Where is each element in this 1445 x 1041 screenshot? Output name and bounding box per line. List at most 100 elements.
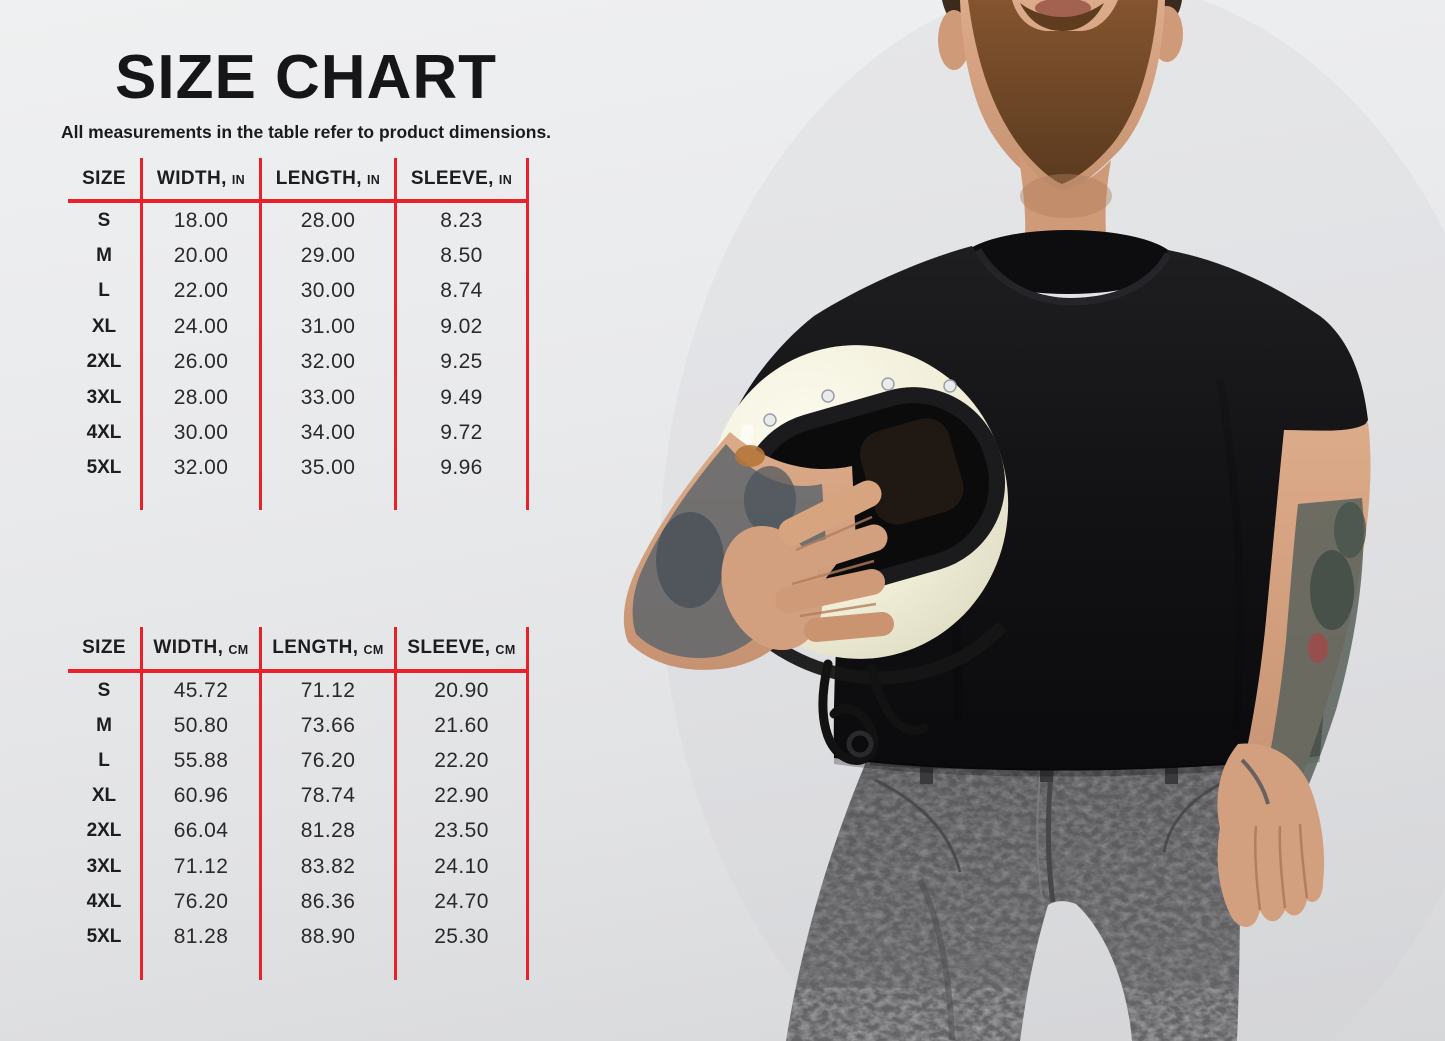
length-value-cell: 29.00 [259,238,394,274]
tattoo-detail [744,466,796,534]
width-value-cell: 26.00 [140,344,259,380]
helmet-strap [818,659,879,765]
size-label-cell: XL [91,785,117,807]
size-table-inches: SIZE WIDTH, IN LENGTH, IN SLEEVE, IN S 18.0… [68,158,529,510]
sleeve-value-cell: 9.49 [394,379,529,416]
finger-separation [795,515,873,552]
right-arm [1217,422,1371,928]
table-filler [394,954,529,980]
size-label-cell: 3XL [86,386,122,408]
size-label-cell: XL [91,315,117,337]
column-header-size: SIZE [68,158,140,203]
size-label-cell: L [98,749,110,771]
width-value-cell: 28.00 [140,379,259,416]
width-value-cell: 60.96 [140,778,259,814]
tattoo-detail-orange [735,445,765,467]
length-value-cell: 32.00 [259,344,394,380]
column-header-width: WIDTH, CM [140,627,259,673]
width-value-cell: 20.00 [140,238,259,274]
length-value-cell: 31.00 [259,309,394,345]
length-value-cell: 76.20 [259,743,394,779]
size-label-cell: L [98,280,110,302]
width-value-cell: 32.00 [140,450,259,487]
length-value-cell: 34.00 [259,415,394,451]
lips [1035,0,1091,18]
size-label-cell: 5XL [86,925,122,947]
column-header-length: LENGTH, IN [259,158,394,203]
length-value-cell: 73.66 [259,708,394,744]
sleeve-value-cell: 9.25 [394,344,529,380]
size-label-cell: 2XL [86,351,122,373]
width-value-cell: 30.00 [140,415,259,451]
sleeve-value-cell: 20.90 [394,673,529,709]
helmet-snap [763,413,777,427]
finger-separation [791,559,875,586]
column-header-length: LENGTH, CM [259,627,394,673]
jeans-crease [917,878,955,1041]
neck-shadow [1020,174,1112,218]
size-label-cell: S [97,209,111,231]
width-value-cell: 71.12 [140,848,259,885]
helmet-snap [821,389,835,403]
column-header-width: WIDTH, IN [140,158,259,203]
size-label-cell: 3XL [86,855,122,877]
finger [772,524,888,580]
table-filler [394,486,529,510]
hand-right [1217,743,1325,928]
width-value-cell: 81.28 [140,919,259,955]
sleeve-value-cell: 9.02 [394,309,529,345]
column-header-size: SIZE [68,627,140,673]
helmet-strap [867,663,929,735]
shirt-hem-shadow [834,754,1320,777]
length-value-cell: 35.00 [259,450,394,487]
finger [775,569,885,613]
sleeve-value-cell: 24.10 [394,848,529,885]
finger [778,480,882,546]
sleeve-value-cell: 21.60 [394,708,529,744]
width-value-cell: 45.72 [140,673,259,709]
length-value-cell: 28.00 [259,203,394,239]
tattoo-detail-red [1308,633,1328,663]
mustache [1020,3,1104,31]
sleeve-value-cell: 9.72 [394,415,529,451]
finger-separation [799,602,877,618]
table-filler [68,486,140,510]
size-table-centimeters: SIZE WIDTH, CM LENGTH, CM SLEEVE, CM S 45.7… [68,627,529,980]
table-filler [140,486,259,510]
sleeve-value-cell: 8.50 [394,238,529,274]
face [938,0,1183,264]
finger-line [1298,823,1309,899]
left-arm [623,432,894,670]
strap-ring [846,730,874,758]
size-label-cell: 4XL [86,422,122,444]
sleeve-value-cell: 9.96 [394,450,529,487]
length-value-cell: 88.90 [259,919,394,955]
finger-line [1253,825,1262,911]
page-title: SIZE CHART [115,43,497,112]
tattoo-detail [656,512,724,608]
width-value-cell: 55.88 [140,743,259,779]
shirt-fold [1216,379,1244,731]
jeans [786,748,1240,1041]
size-label-cell: M [96,714,112,736]
helmet-interior-pad [859,418,964,525]
collar-rim [974,248,1172,306]
tattoo-detail [1310,550,1354,630]
sleeve-value-cell: 8.74 [394,273,529,310]
finger-line [1278,825,1287,909]
sleeve-value-cell: 25.30 [394,919,529,955]
column-header-sleeve: SLEEVE, IN [394,158,529,203]
width-value-cell: 50.80 [140,708,259,744]
width-value-cell: 24.00 [140,309,259,345]
size-label-cell: 4XL [86,890,122,912]
beard [968,0,1158,184]
table-filler [140,954,259,980]
collar-shadow [960,230,1176,294]
length-value-cell: 78.74 [259,778,394,814]
length-value-cell: 83.82 [259,848,394,885]
size-label-cell: S [97,679,111,701]
wrist-tattoo [1240,758,1270,805]
column-header-sleeve: SLEEVE, CM [394,627,529,673]
jeans-pocket-left [874,778,962,873]
